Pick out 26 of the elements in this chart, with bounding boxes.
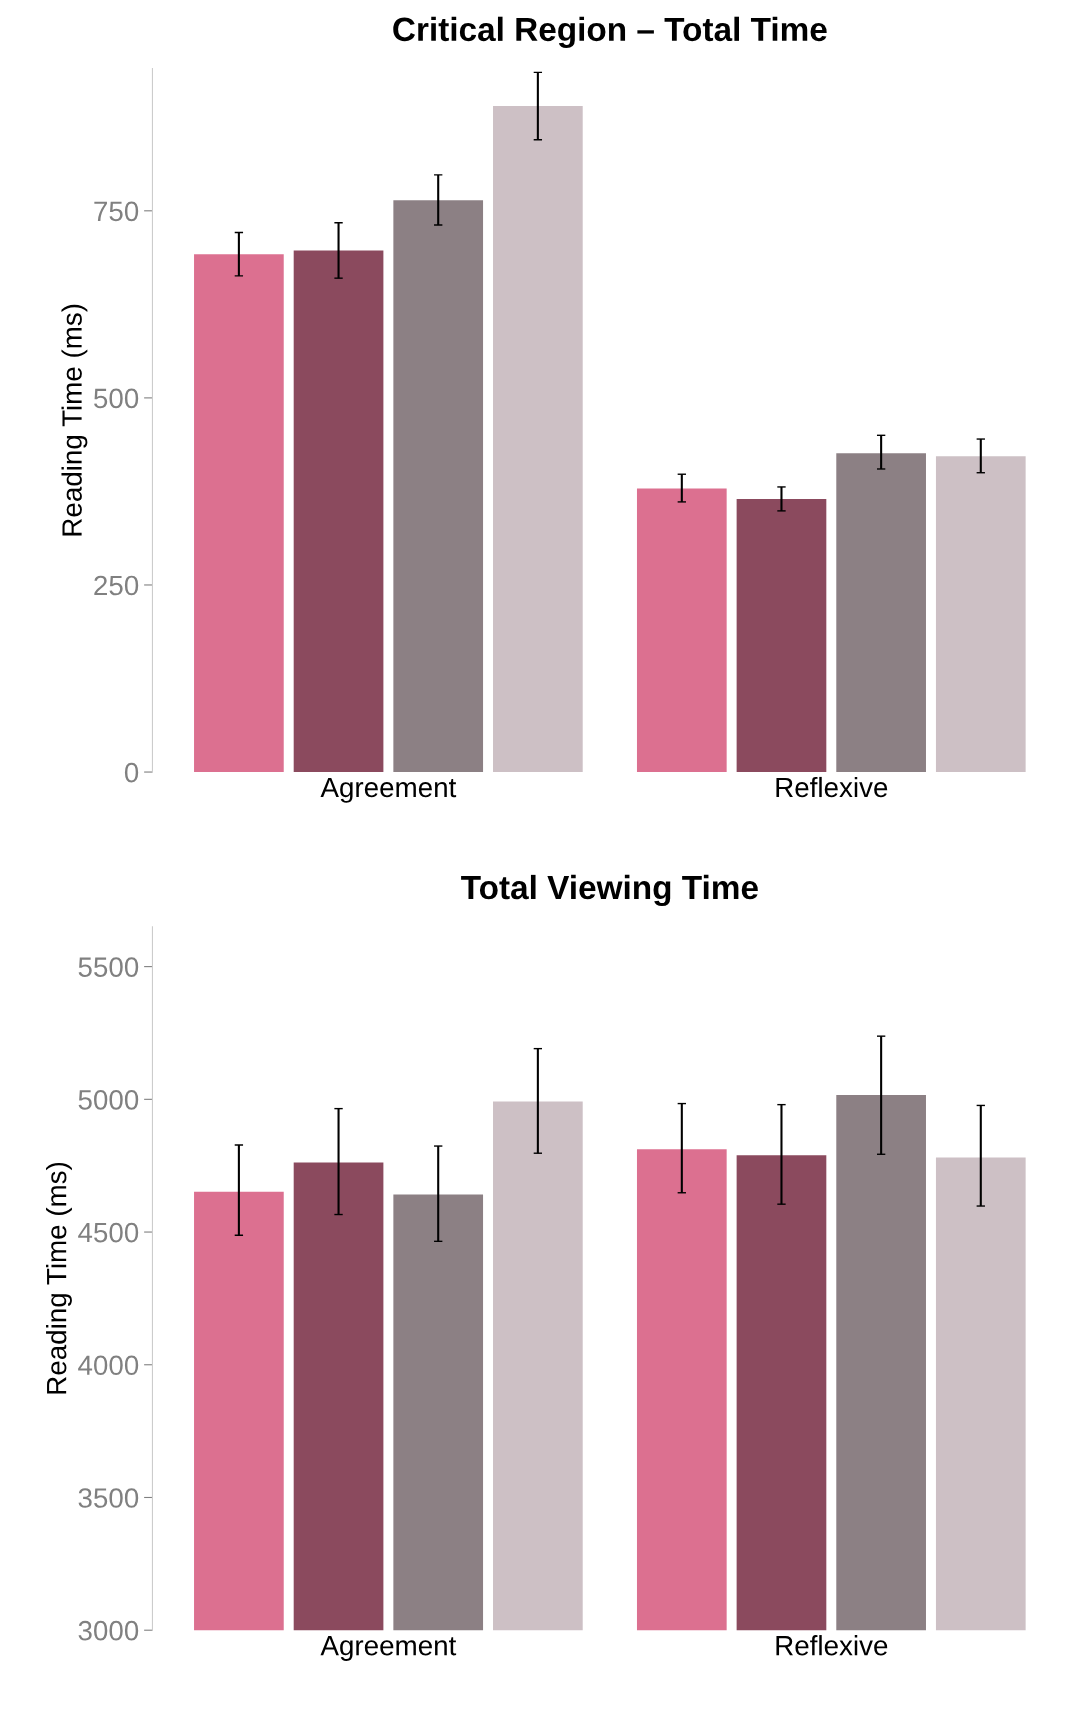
y-axis-title: Reading Time (ms) <box>46 1162 72 1394</box>
chart-title: Critical Region – Total Time <box>393 16 827 48</box>
y-tick-label: 4500 <box>78 1222 139 1243</box>
y-tick-label: 250 <box>94 575 139 596</box>
y-tick-label: 5000 <box>78 1090 139 1110</box>
bar <box>836 453 926 773</box>
bar <box>393 200 484 773</box>
y-tick-label: 3500 <box>78 1488 139 1508</box>
y-tick-label: 750 <box>94 201 139 222</box>
bar <box>194 254 284 773</box>
bar <box>636 488 727 773</box>
bar <box>493 106 583 773</box>
y-tick-label: 3000 <box>78 1620 139 1641</box>
bar <box>293 250 384 773</box>
x-tick-label: Reflexive <box>776 1635 888 1656</box>
y-tick-label: 4000 <box>78 1355 139 1376</box>
y-tick-label: 0 <box>124 762 139 783</box>
x-tick-label: Agreement <box>320 777 457 803</box>
x-tick-label: Reflexive <box>776 776 888 798</box>
y-tick-label: 5500 <box>78 957 139 977</box>
bar <box>736 498 827 773</box>
chart-title: Total Viewing Time <box>461 874 758 907</box>
bar <box>935 456 1026 773</box>
y-axis-title: Reading Time (ms) <box>61 304 88 536</box>
x-tick-label: Agreement <box>320 1636 457 1661</box>
y-tick-label: 500 <box>94 388 139 409</box>
